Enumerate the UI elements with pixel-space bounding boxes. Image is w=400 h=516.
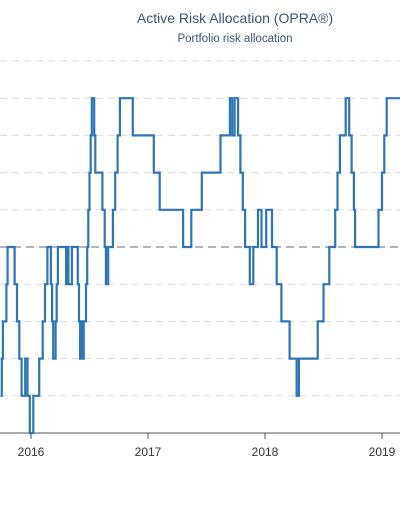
x-tick-label: 2016 bbox=[18, 445, 45, 459]
x-tick-label: 2018 bbox=[252, 445, 279, 459]
chart-subtitle: Portfolio risk allocation bbox=[177, 33, 293, 45]
x-tick-label: 2017 bbox=[135, 445, 162, 459]
x-tick-label: 2019 bbox=[369, 445, 396, 459]
chart-title: Active Risk Allocation (OPRA®) bbox=[136, 10, 334, 26]
series-line bbox=[0, 97, 400, 435]
